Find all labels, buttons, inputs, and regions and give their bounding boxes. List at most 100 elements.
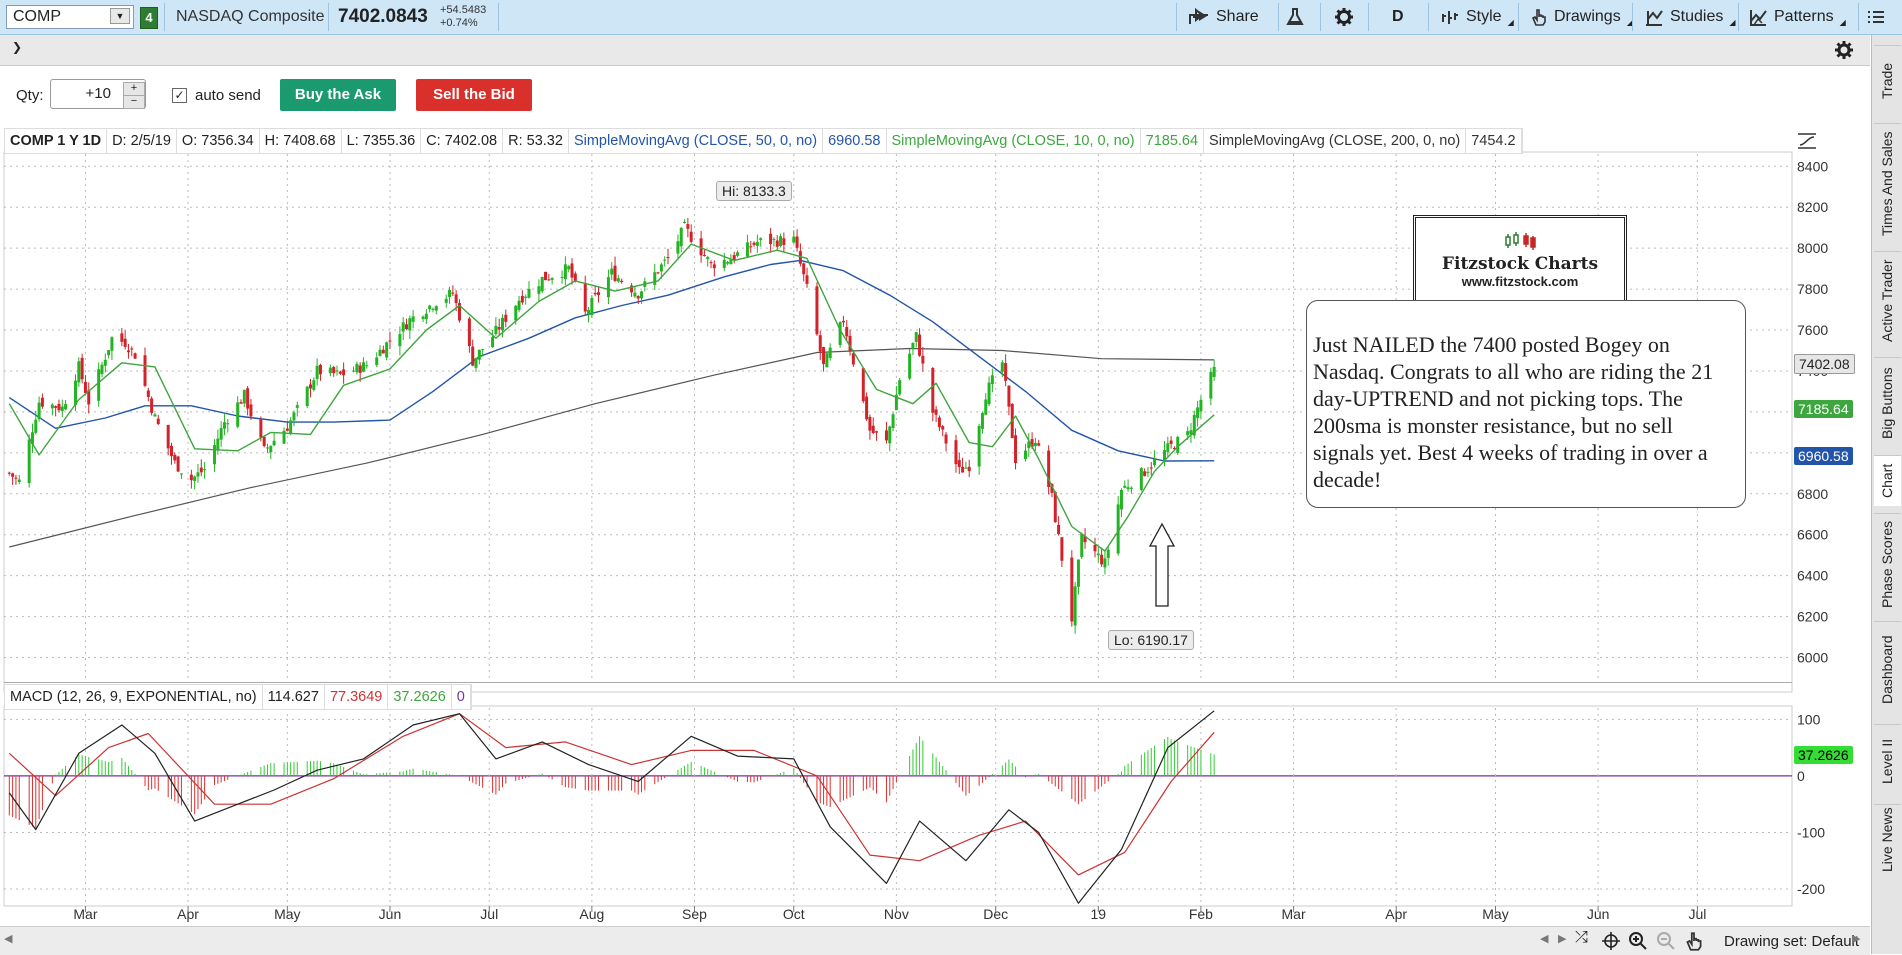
side-tab-phase-scores[interactable]: Phase Scores: [1874, 513, 1901, 614]
side-tab-times-and-sales[interactable]: Times And Sales: [1874, 123, 1901, 244]
expand-icon[interactable]: ⤮: [1575, 929, 1588, 946]
flask-button[interactable]: [1285, 4, 1305, 30]
candle-body: [50, 404, 54, 409]
candle-body: [491, 337, 495, 348]
price-tick-label: 6600: [1797, 527, 1828, 543]
sell-bid-button[interactable]: Sell the Bid: [416, 79, 532, 111]
candle-body: [431, 308, 435, 310]
up-arrow-drawing[interactable]: [1148, 522, 1176, 607]
macd-value: 114.627: [263, 685, 325, 709]
candle-body: [894, 394, 898, 411]
candle-body: [1116, 504, 1120, 554]
side-tab-level-ii[interactable]: Level II: [1874, 724, 1901, 797]
pan-hand-icon[interactable]: [1684, 930, 1704, 952]
price-scale-icon[interactable]: [1796, 130, 1818, 152]
candle-body: [504, 314, 508, 322]
candle-body: [411, 316, 415, 322]
side-tab-live-news[interactable]: Live News: [1874, 804, 1901, 875]
auto-send-checkbox[interactable]: ✓: [172, 88, 187, 103]
candle-body: [937, 417, 941, 428]
style-button[interactable]: Style ◢: [1440, 4, 1514, 30]
candle-body: [1186, 431, 1190, 436]
sma200-study-label[interactable]: SimpleMovingAvg (CLOSE, 200, 0, no): [1204, 129, 1467, 153]
symbol-dropdown-icon[interactable]: ▼: [110, 8, 130, 24]
candle-body: [352, 370, 356, 372]
candle-body: [891, 414, 895, 429]
candle-body: [679, 227, 683, 247]
sma10-study-label[interactable]: SimpleMovingAvg (CLOSE, 10, 0, no): [887, 129, 1141, 153]
price-tick-label: 6000: [1797, 650, 1828, 666]
pane-divider[interactable]: [4, 682, 1792, 683]
candle-body: [87, 390, 91, 405]
candle-body: [448, 290, 452, 298]
timeframe-button[interactable]: D: [1392, 8, 1404, 25]
candle-body: [408, 318, 412, 331]
scroll-right-end-icon[interactable]: ▶: [1852, 933, 1861, 945]
candle-body: [573, 273, 577, 281]
side-tab-big-buttons[interactable]: Big Buttons: [1874, 357, 1901, 448]
chevron-down-icon: ◢: [1626, 17, 1633, 27]
link-badge[interactable]: 4: [140, 7, 158, 29]
qty-increment-button[interactable]: +: [123, 82, 145, 96]
studies-icon: [1646, 10, 1663, 26]
candle-body: [143, 355, 147, 386]
candle-body: [401, 322, 405, 332]
settings-button[interactable]: [1334, 4, 1354, 30]
candle-body: [726, 261, 730, 264]
chart-settings-gear-icon[interactable]: [1834, 40, 1854, 60]
scroll-left-icon[interactable]: ◀: [4, 933, 13, 945]
patterns-button[interactable]: Patterns ◢: [1748, 4, 1846, 30]
side-tab-trade[interactable]: Trade: [1874, 45, 1901, 116]
macd-study-label[interactable]: MACD (12, 26, 9, EXPONENTIAL, no): [5, 685, 263, 709]
side-tab-dashboard[interactable]: Dashboard: [1874, 621, 1901, 717]
sma50-study-label[interactable]: SimpleMovingAvg (CLOSE, 50, 0, no): [569, 129, 824, 153]
qty-decrement-button[interactable]: −: [123, 95, 145, 109]
candle-body: [37, 402, 41, 420]
candle-body: [97, 369, 101, 401]
zoom-out-icon[interactable]: [1656, 931, 1676, 951]
drawing-set-label[interactable]: Drawing set: Default: [1724, 933, 1860, 950]
candle-body: [745, 242, 749, 257]
drawings-button[interactable]: Drawings ◢: [1530, 4, 1633, 30]
collapse-chevron-icon[interactable]: ❯: [12, 40, 23, 54]
qty-value[interactable]: +10: [85, 85, 111, 102]
candle-body: [375, 357, 379, 366]
macd-avg-value: 77.3649: [325, 685, 389, 709]
macd-tick-label: 100: [1797, 711, 1821, 727]
candle-body: [1146, 471, 1150, 473]
sma50-price-tag: 6960.58: [1794, 447, 1853, 465]
studies-button[interactable]: Studies ◢: [1644, 4, 1736, 30]
candle-body: [332, 366, 336, 374]
crosshair-icon[interactable]: [1602, 932, 1620, 950]
scroll-right-icon[interactable]: ▶: [1558, 933, 1567, 945]
candle-body: [517, 300, 521, 311]
pct-change: +0.74%: [440, 17, 478, 29]
price-tick-label: 7800: [1797, 281, 1828, 297]
comment-textbox[interactable]: Just NAILED the 7400 posted Bogey on Nas…: [1306, 300, 1746, 508]
candle-body: [1027, 441, 1031, 449]
scroll-left-end-icon[interactable]: ◀: [1540, 933, 1549, 945]
candle-body: [126, 350, 130, 353]
candle-body: [305, 386, 309, 407]
qty-stepper[interactable]: +10 + −: [50, 79, 146, 109]
candle-body: [749, 246, 753, 248]
chevron-down-icon: ◢: [1729, 17, 1736, 27]
zoom-in-icon[interactable]: [1628, 931, 1648, 951]
candle-body: [540, 276, 544, 292]
menu-button[interactable]: [1866, 4, 1886, 30]
time-tick-label: Jun: [379, 906, 402, 922]
candle-body: [1119, 489, 1123, 510]
share-button[interactable]: Share: [1188, 4, 1259, 30]
side-tab-chart[interactable]: Chart: [1874, 455, 1901, 506]
side-tab-active-trader[interactable]: Active Trader: [1874, 251, 1901, 350]
low-label: Lo: 6190.17: [1108, 630, 1194, 650]
candle-body: [769, 233, 773, 245]
divider: [1738, 3, 1739, 31]
candle-body: [712, 264, 716, 269]
candle-body: [1053, 491, 1057, 523]
sma10-price-tag: 7185.64: [1794, 400, 1853, 418]
sma10-line: [8, 243, 1215, 552]
candle-body: [1083, 536, 1087, 543]
buy-ask-button[interactable]: Buy the Ask: [280, 79, 396, 111]
high-label: Hi: 8133.3: [716, 181, 792, 201]
